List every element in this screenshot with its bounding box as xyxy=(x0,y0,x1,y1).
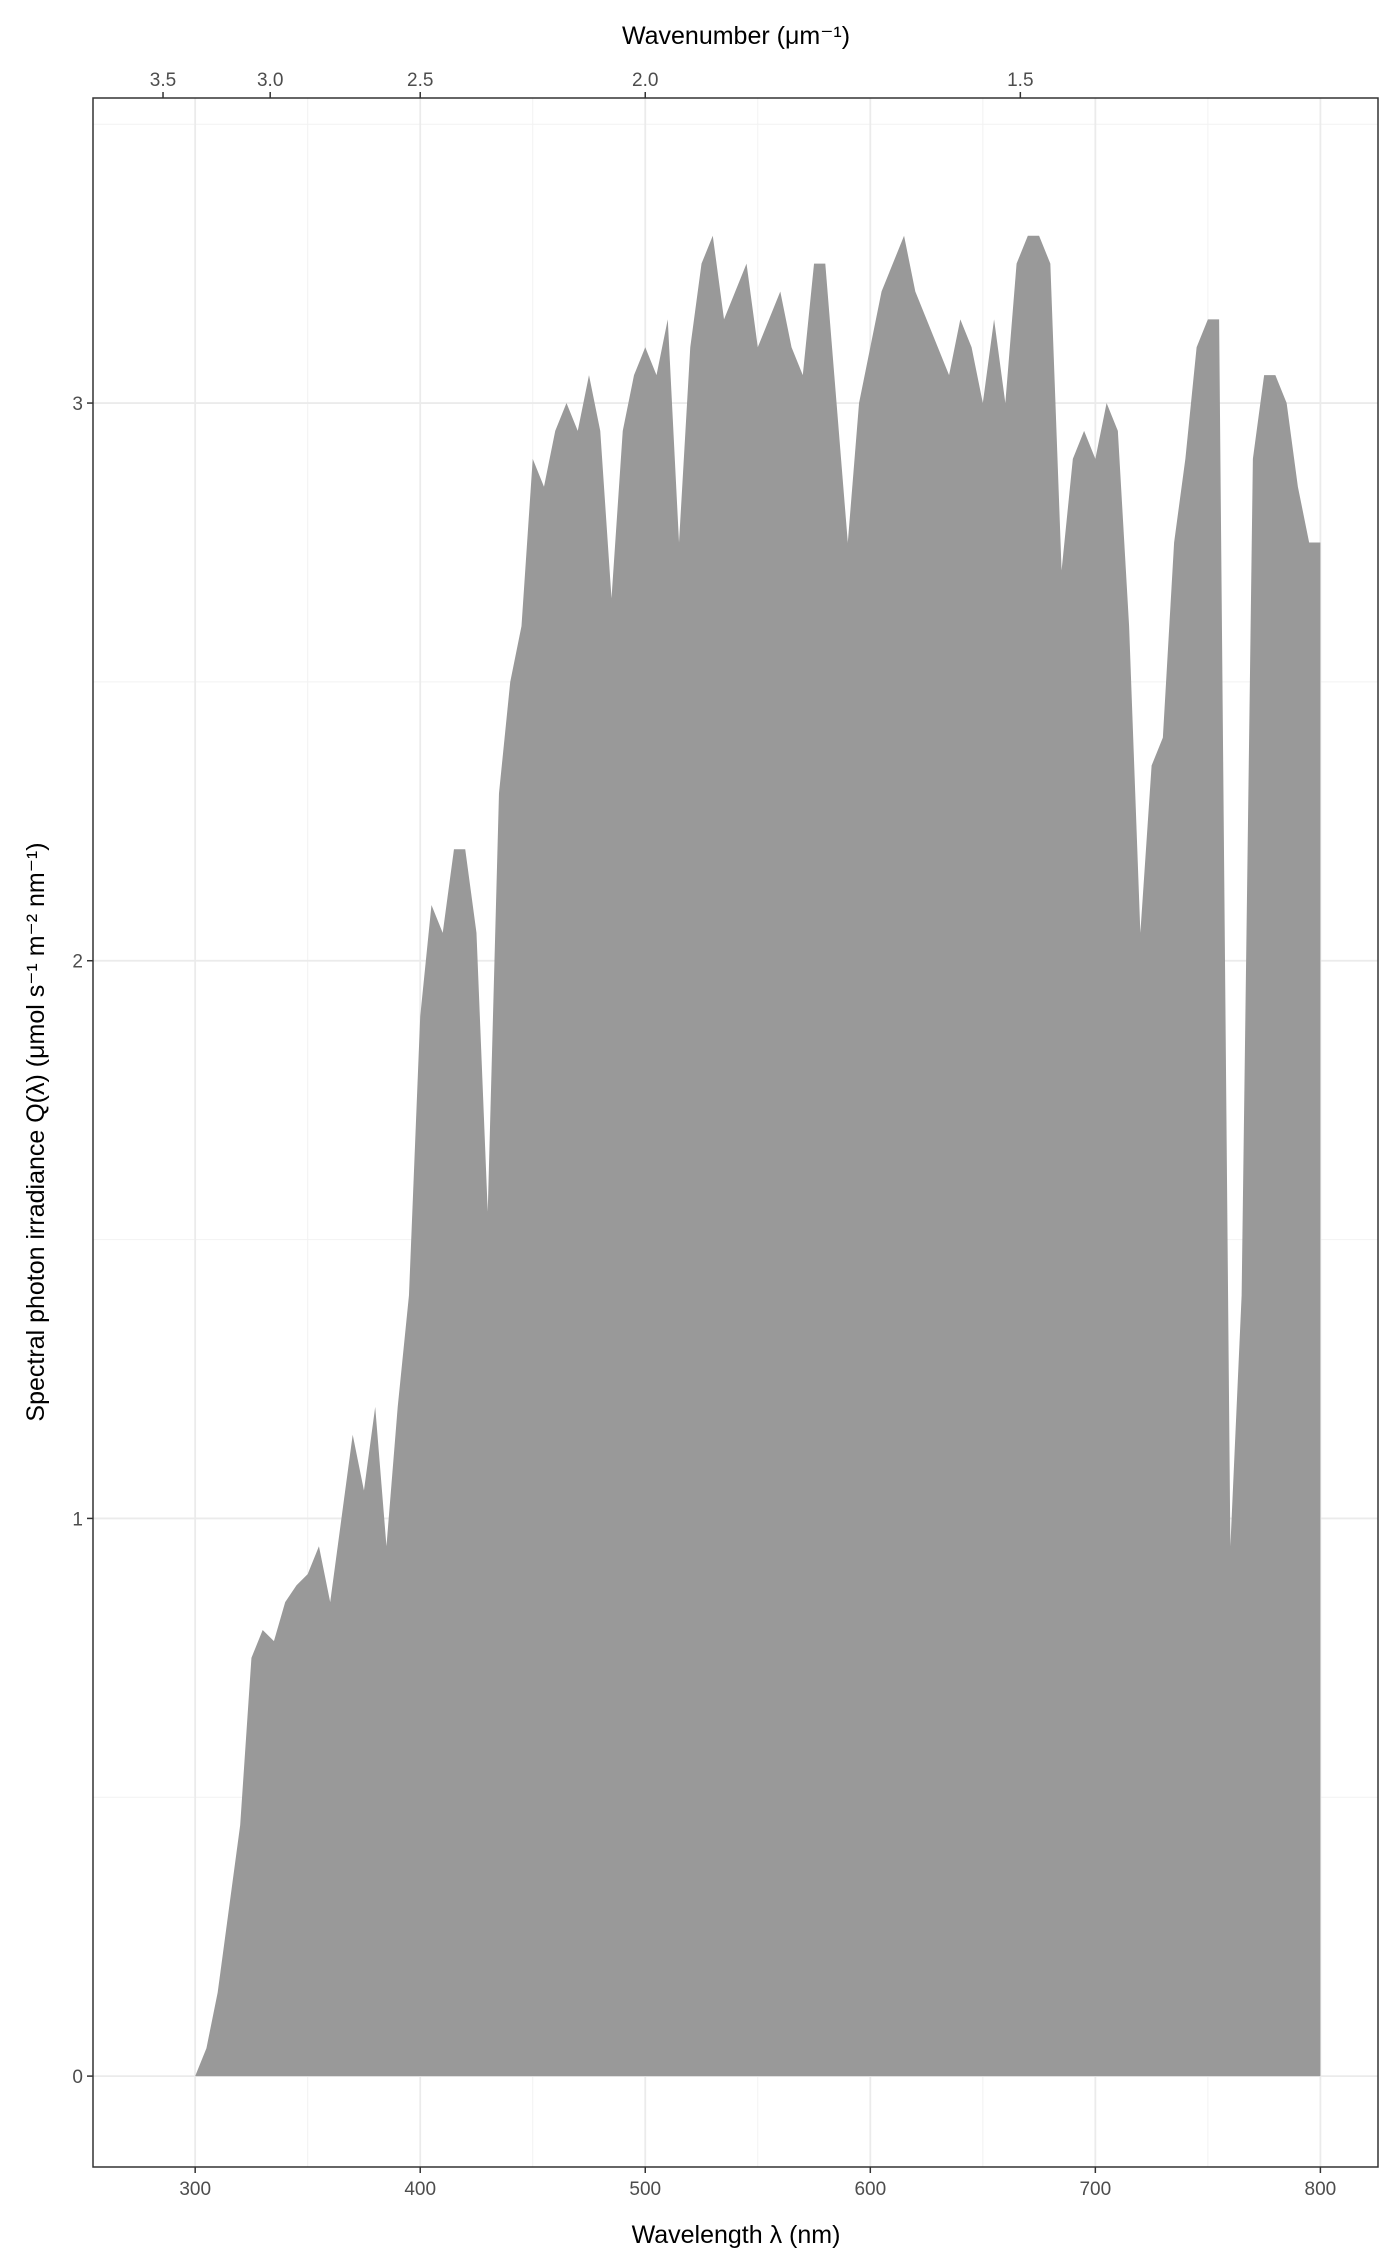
x2-tick-label: 3.0 xyxy=(257,70,283,91)
x2-axis-title: Wavenumber (μm⁻¹) xyxy=(622,22,850,50)
y-tick-label: 3 xyxy=(72,394,83,415)
y-axis-title: Spectral photon irradiance Q(λ) (μmol s⁻… xyxy=(22,842,50,1421)
y-tick-label: 1 xyxy=(72,1509,83,1530)
x-axis-title: Wavelength λ (nm) xyxy=(632,2221,841,2249)
x-tick-label: 300 xyxy=(179,2179,211,2200)
x2-tick-label: 2.0 xyxy=(632,70,658,91)
y-tick-label: 0 xyxy=(72,2067,83,2088)
panel-border xyxy=(92,97,1379,2168)
x-tick-label: 800 xyxy=(1305,2179,1337,2200)
area xyxy=(195,235,1321,2077)
x2-tick-label: 2.5 xyxy=(407,70,433,91)
x-tick-label: 700 xyxy=(1079,2179,1111,2200)
x2-tick-label: 1.5 xyxy=(1007,70,1033,91)
x-tick-label: 500 xyxy=(629,2179,661,2200)
x-tick-label: 400 xyxy=(404,2179,436,2200)
x2-tick-label: 3.5 xyxy=(150,70,176,91)
x-tick-label: 600 xyxy=(854,2179,886,2200)
y-tick-label: 2 xyxy=(72,952,83,973)
